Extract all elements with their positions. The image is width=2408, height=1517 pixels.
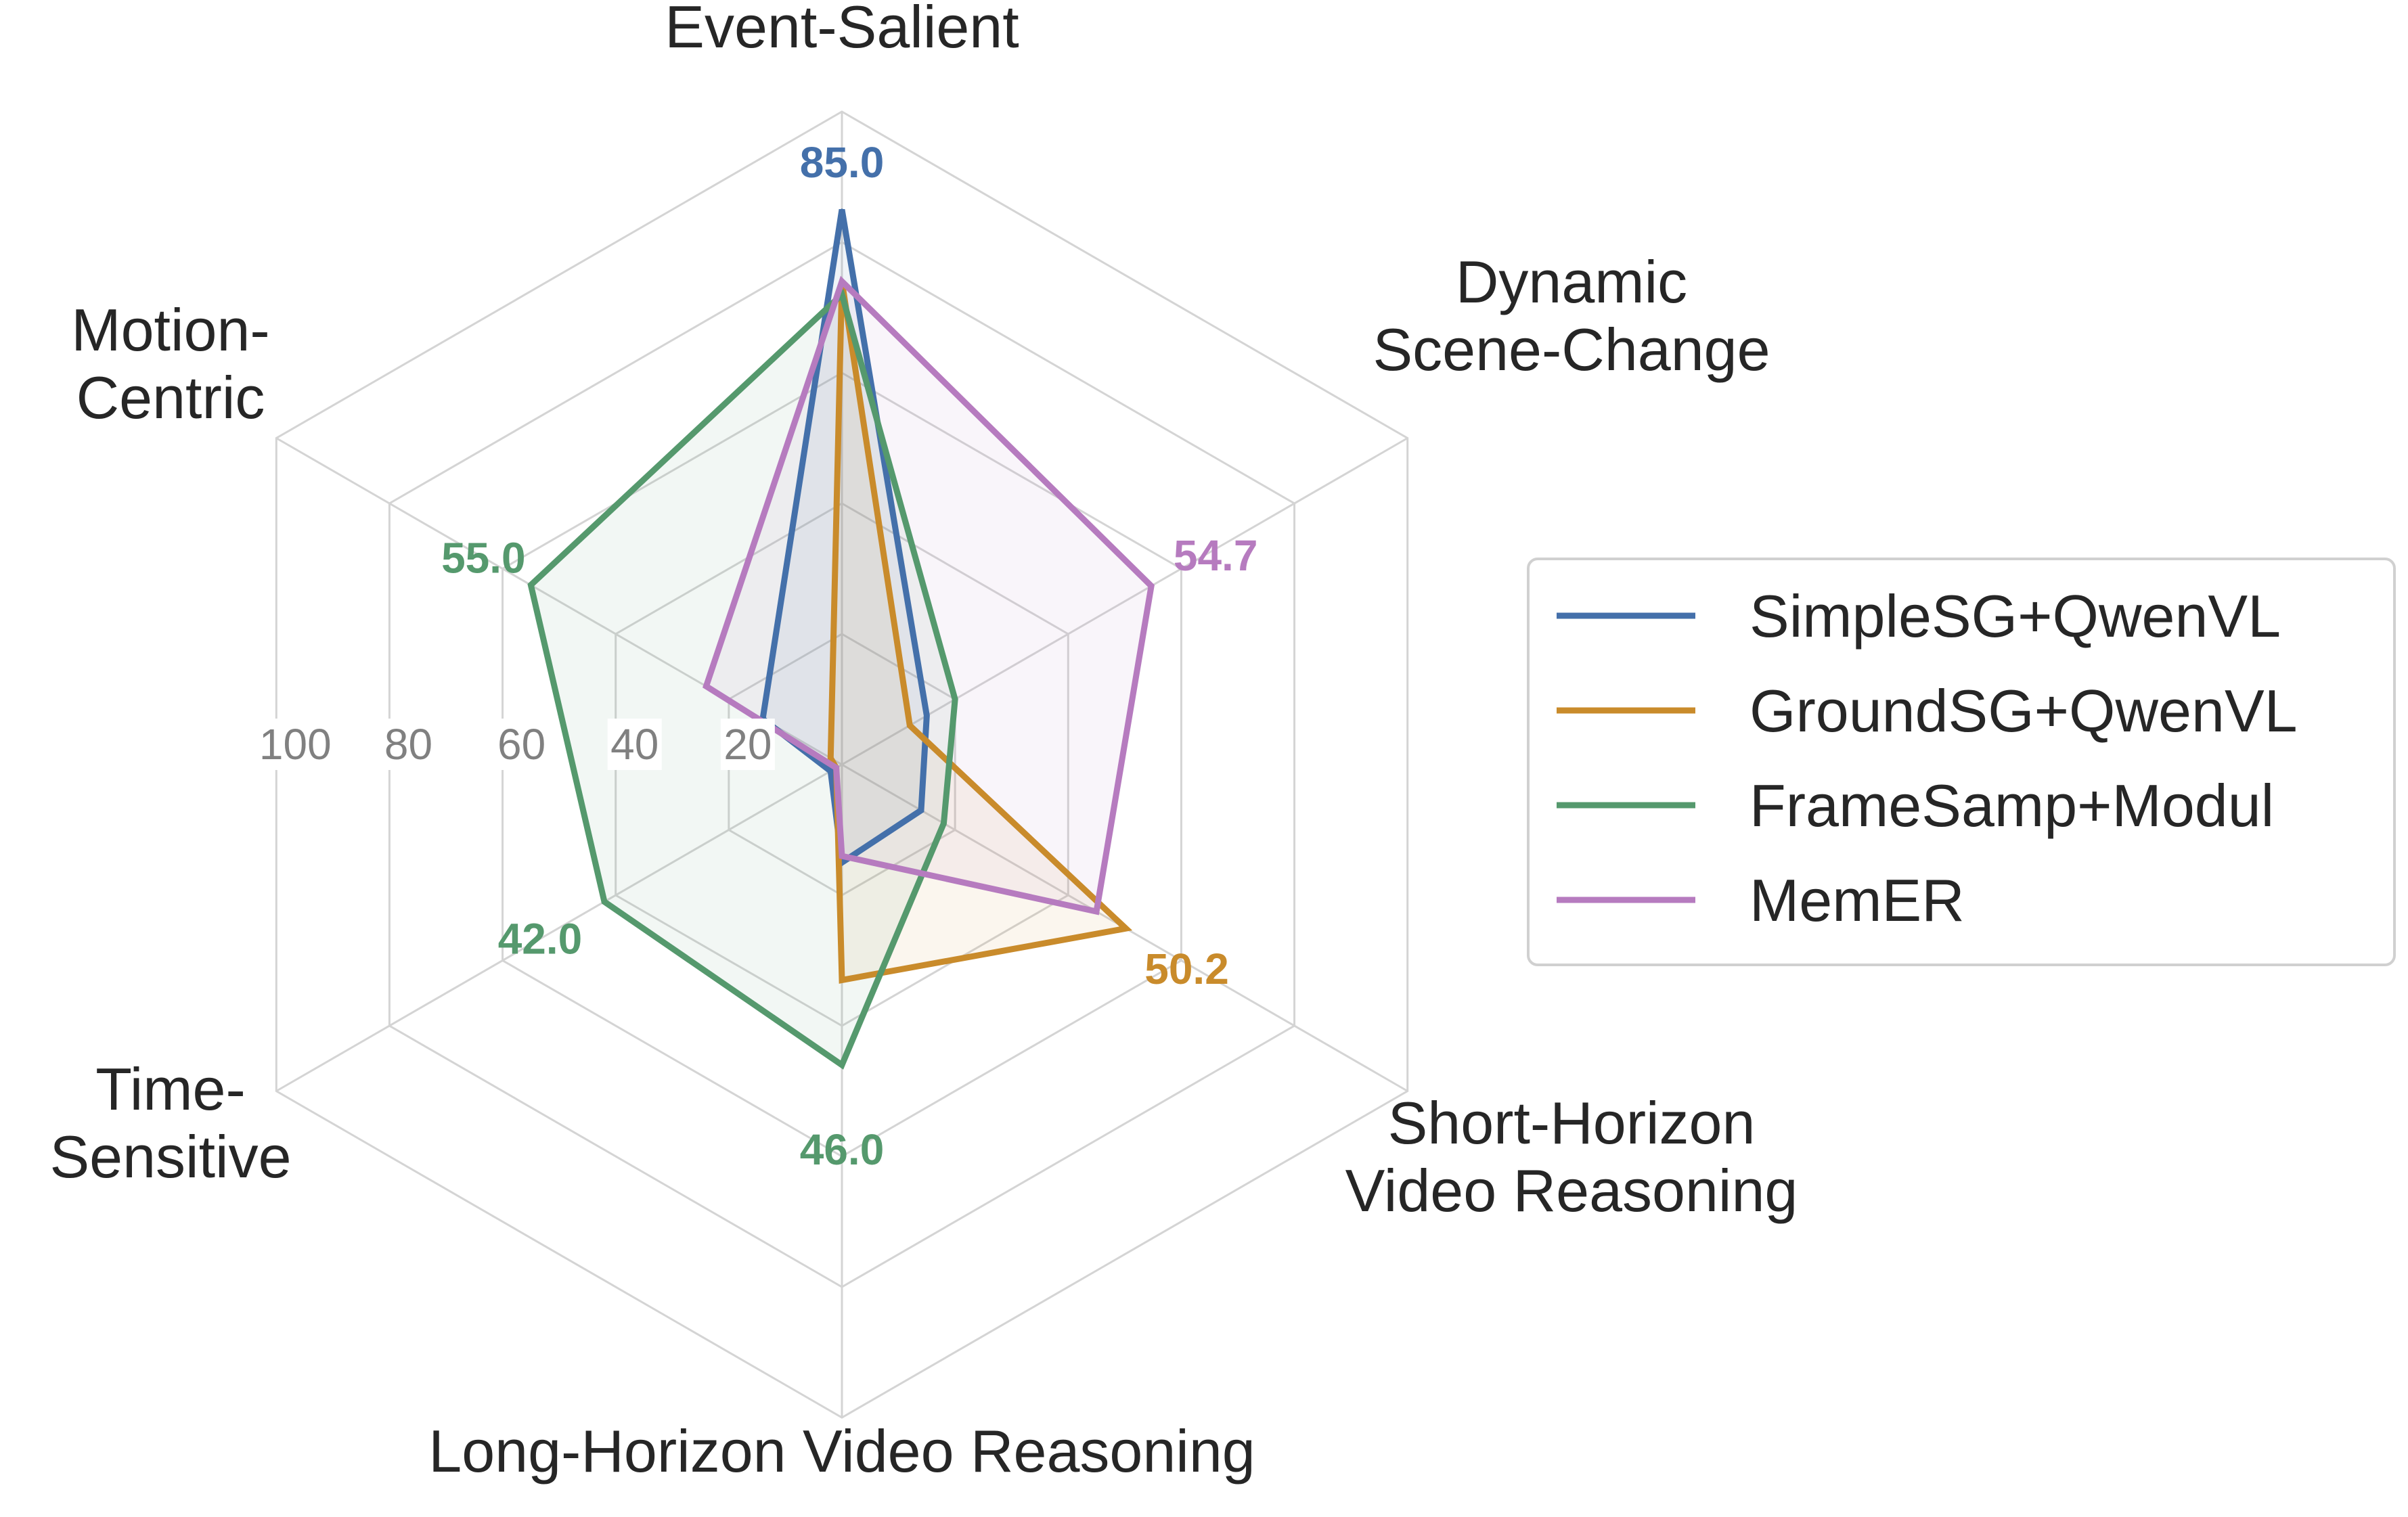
data-point-framesamp-modul [841, 1064, 843, 1066]
axis-label-dynamic-scene-change: Dynamic Scene-Change [1373, 248, 1770, 383]
legend-label-memer: MemER [1749, 867, 1965, 934]
legend: SimpleSG+QwenVL GroundSG+QwenVL FrameSamp+… [1527, 558, 2396, 966]
series-fill-groundsg-qwenvl [830, 281, 1126, 980]
data-point-framesamp-modul [954, 698, 956, 700]
axis-label-long-horizon-video-reasoning: Long-Horizon Video Reasoning [428, 1418, 1255, 1485]
data-point-simplesg-qwenvl [841, 208, 843, 211]
grid-spoke [841, 437, 1408, 766]
data-point-groundsg-qwenvl [1125, 927, 1128, 930]
axis-labels: Event-Salient Dynamic Scene-Change Short-Ho… [49, 0, 1798, 1485]
data-point-simplesg-qwenvl [920, 809, 922, 812]
radial-tick-label: 20 [723, 720, 772, 769]
value-annotation: 42.0 [498, 915, 583, 964]
data-point-memer [705, 685, 707, 687]
legend-label-simplesg-qwenvl: SimpleSG+QwenVL [1749, 583, 2281, 650]
legend-label-groundsg-qwenvl: GroundSG+QwenVL [1749, 677, 2298, 744]
axis-label-time-sensitive: Time-Sensitive [49, 1056, 291, 1190]
tick-label-bg [720, 719, 775, 770]
data-point-framesamp-modul [942, 822, 945, 825]
value-annotation: 85.0 [800, 138, 885, 187]
data-point-framesamp-modul [529, 584, 532, 587]
data-point-simplesg-qwenvl [829, 770, 832, 773]
data-point-simplesg-qwenvl [925, 715, 928, 717]
data-point-framesamp-modul [841, 293, 843, 296]
series-plot [527, 208, 1155, 1070]
value-annotations: 85.0 54.7 50.2 46.0 42.0 55.0 [441, 138, 1257, 1174]
axis-label-event-salient: Event-Salient [665, 0, 1019, 60]
data-point-memer [841, 280, 843, 283]
data-point-memer [841, 855, 843, 857]
radial-tick-label: 60 [497, 720, 545, 769]
axis-label-short-horizon-video-reasoning: Short-Horizon Video Reasoning [1345, 1089, 1798, 1224]
data-point-memer [835, 767, 838, 769]
data-point-groundsg-qwenvl [829, 756, 832, 759]
value-annotation: 46.0 [800, 1125, 885, 1174]
tick-label-bg [494, 719, 549, 770]
radial-tick-label: 100 [259, 720, 332, 769]
radial-ticks: 20 40 60 80 100 [256, 719, 775, 770]
value-annotation: 55.0 [441, 534, 526, 583]
value-annotation: 54.7 [1174, 531, 1258, 580]
data-point-framesamp-modul [603, 901, 606, 903]
legend-label-framesamp-modul: FrameSamp+Modul [1749, 772, 2274, 839]
tick-label-bg [607, 719, 662, 770]
series-fill-simplesg-qwenvl [763, 209, 927, 863]
tick-label-bg [256, 719, 335, 770]
data-point-groundsg-qwenvl [908, 724, 911, 727]
grid-spoke [275, 763, 843, 1092]
tick-label-bg [381, 719, 436, 770]
axis-label-motion-centric: Motion-Centric [71, 296, 269, 431]
radial-tick-label: 40 [610, 720, 659, 769]
radial-tick-label: 80 [384, 720, 432, 769]
value-annotation: 50.2 [1144, 945, 1229, 993]
legend-frame [1527, 558, 2396, 966]
data-point-groundsg-qwenvl [841, 978, 843, 981]
data-point-memer [1095, 910, 1098, 913]
data-point-memer [1150, 585, 1153, 587]
